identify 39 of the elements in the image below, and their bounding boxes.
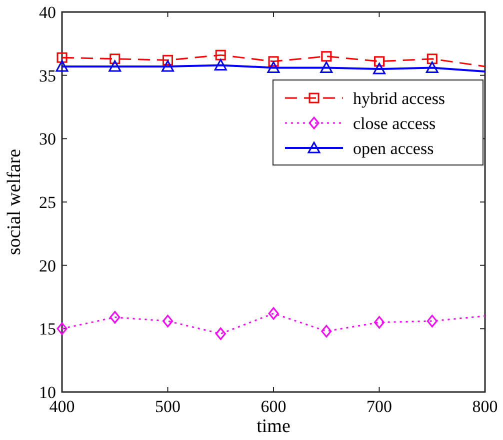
y-tick-label: 15 — [39, 320, 56, 339]
point — [162, 60, 174, 72]
point — [214, 58, 227, 70]
point — [426, 314, 438, 328]
legend-label: close access — [353, 114, 436, 133]
x-tick-label: 600 — [260, 397, 286, 416]
point — [56, 52, 68, 63]
point — [56, 322, 68, 335]
legend-label: open access — [353, 139, 434, 158]
point — [56, 60, 68, 72]
y-tick-label: 20 — [39, 256, 56, 276]
point — [321, 324, 332, 338]
point — [268, 56, 279, 67]
point — [215, 327, 226, 340]
x-tick-label: 800 — [472, 397, 498, 416]
y-tick-label: 35 — [39, 66, 56, 86]
y-axis-title: social welfare — [4, 148, 25, 256]
point — [374, 56, 384, 67]
y-tick-label: 30 — [39, 130, 56, 149]
point — [162, 314, 173, 328]
point — [320, 61, 333, 73]
point — [110, 54, 120, 64]
point — [267, 61, 280, 73]
point — [162, 54, 173, 66]
point — [426, 61, 438, 73]
point — [426, 54, 438, 64]
point — [374, 316, 384, 329]
point — [268, 307, 279, 320]
y-tick-label: 25 — [39, 193, 56, 212]
x-axis-title: time — [256, 416, 290, 437]
x-tick-label: 500 — [155, 397, 180, 416]
point — [110, 311, 120, 324]
y-tick-label: 40 — [39, 3, 56, 22]
point — [215, 50, 226, 60]
legend-label: hybrid access — [353, 89, 446, 108]
x-tick-label: 700 — [366, 397, 392, 416]
point — [108, 60, 122, 72]
point — [321, 51, 332, 62]
point — [373, 62, 386, 74]
